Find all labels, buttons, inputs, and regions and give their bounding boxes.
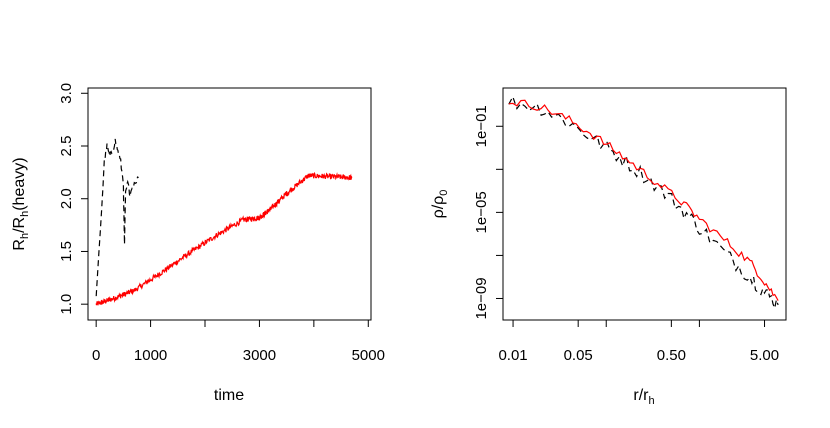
right-y-axis-title: ρ/ρ0 xyxy=(430,190,450,219)
left-x-tick-label-2: 3000 xyxy=(243,347,276,364)
right-x-tick-label-3: 5.00 xyxy=(750,347,779,364)
left-panel: 0 1000 3000 5000 1.0 1.5 2.0 2.5 3.0 time Rh/Rh… xyxy=(11,83,385,404)
left-plot-frame xyxy=(87,87,372,321)
right-series-line-1 xyxy=(508,99,779,301)
right-series-line-0 xyxy=(508,95,779,311)
right-x-tick-label-2: 0.50 xyxy=(657,347,686,364)
left-y-tick-label-0: 1.0 xyxy=(58,294,75,315)
right-y-tick-label-0: 1e−01 xyxy=(473,105,490,147)
right-x-axis: 0.01 0.05 0.50 5.00 xyxy=(498,320,779,364)
left-y-axis: 1.0 1.5 2.0 2.5 3.0 xyxy=(58,83,88,315)
left-y-tick-label-4: 3.0 xyxy=(58,83,75,104)
right-series-group xyxy=(508,95,779,311)
right-x-axis-title: r/rh xyxy=(633,387,654,407)
right-plot-frame xyxy=(502,87,787,321)
right-x-tick-label-1: 0.05 xyxy=(564,347,593,364)
left-y-axis-title: Rh/Rh(heavy) xyxy=(11,157,31,250)
right-x-tick-label-0: 0.01 xyxy=(498,347,527,364)
right-panel: 0.01 0.05 0.50 5.00 1e−01 1e−05 1e−09 r/rh ρ/… xyxy=(430,87,787,407)
left-x-tick-label-3: 5000 xyxy=(352,347,385,364)
left-series-group xyxy=(95,138,353,306)
left-y-tick-label-2: 2.0 xyxy=(58,188,75,209)
left-series-line-0 xyxy=(95,171,353,306)
left-x-tick-label-1: 1000 xyxy=(134,347,167,364)
left-y-tick-label-1: 1.5 xyxy=(58,241,75,262)
left-series-line-1 xyxy=(95,138,139,297)
left-x-axis-title: time xyxy=(214,387,244,404)
left-y-tick-label-3: 2.5 xyxy=(58,136,75,157)
left-x-tick-label-0: 0 xyxy=(92,347,100,364)
left-x-axis: 0 1000 3000 5000 xyxy=(92,320,385,364)
right-y-axis: 1e−01 1e−05 1e−09 xyxy=(473,105,503,320)
right-y-tick-label-1: 1e−05 xyxy=(473,191,490,233)
right-y-tick-label-2: 1e−09 xyxy=(473,277,490,319)
